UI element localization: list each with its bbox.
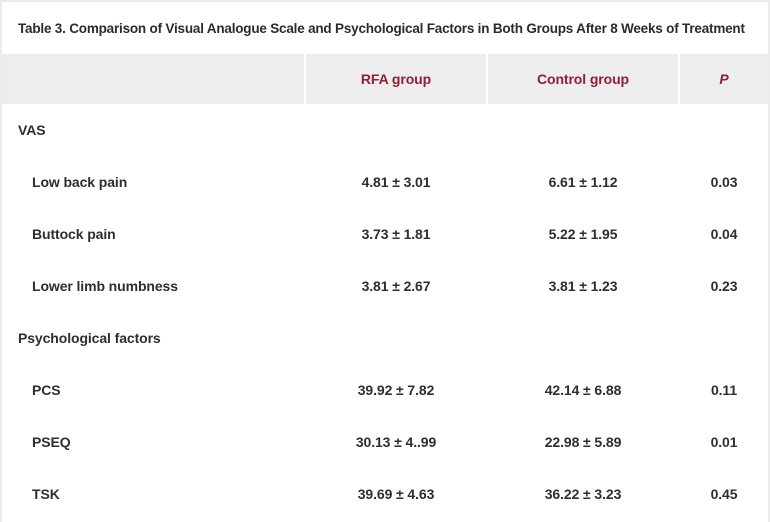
column-header-rfa-group: RFA group [306, 54, 486, 104]
table-row: PCS 39.92 ± 7.82 42.14 ± 6.88 0.11 [2, 364, 768, 416]
cell-control: 22.98 ± 5.89 [544, 434, 622, 450]
table-row: Low back pain 4.81 ± 3.01 6.61 ± 1.12 0.… [2, 156, 768, 208]
table-row: Psychological factors [2, 312, 768, 364]
cell-control: 6.61 ± 1.12 [548, 174, 618, 190]
cell-control [488, 104, 678, 156]
cell-rfa: 3.73 ± 1.81 [361, 226, 431, 242]
cell-rfa: 39.92 ± 7.82 [357, 382, 435, 398]
table-title: Table 3. Comparison of Visual Analogue S… [18, 20, 745, 36]
row-label: TSK [32, 486, 60, 502]
cell-control: 36.22 ± 3.23 [544, 486, 622, 502]
column-header-empty [2, 54, 304, 104]
cell-rfa: 30.13 ± 4..99 [355, 434, 437, 450]
row-label: Low back pain [32, 174, 128, 190]
row-label: VAS [18, 122, 46, 138]
cell-p: 0.01 [710, 434, 738, 450]
table-row: TSK 39.69 ± 4.63 36.22 ± 3.23 0.45 [2, 468, 768, 520]
table-row: PSEQ 30.13 ± 4..99 22.98 ± 5.89 0.01 [2, 416, 768, 468]
cell-p [680, 312, 768, 364]
row-label: PSEQ [32, 434, 71, 450]
cell-rfa [306, 104, 486, 156]
cell-control: 5.22 ± 1.95 [548, 226, 618, 242]
column-header-control-group: Control group [488, 54, 678, 104]
row-label: Buttock pain [32, 226, 116, 242]
cell-rfa: 39.69 ± 4.63 [357, 486, 435, 502]
cell-control [488, 312, 678, 364]
cell-rfa [306, 312, 486, 364]
cell-p: 0.04 [710, 226, 738, 242]
cell-p: 0.45 [710, 486, 738, 502]
cell-control: 3.81 ± 1.23 [548, 278, 618, 294]
column-header-p-value: P [680, 54, 768, 104]
cell-p: 0.03 [710, 174, 738, 190]
row-label: PCS [32, 382, 61, 398]
cell-p: 0.23 [710, 278, 738, 294]
row-label: Psychological factors [18, 330, 161, 346]
table-row: Lower limb numbness 3.81 ± 2.67 3.81 ± 1… [2, 260, 768, 312]
table-row: Buttock pain 3.73 ± 1.81 5.22 ± 1.95 0.0… [2, 208, 768, 260]
cell-rfa: 4.81 ± 3.01 [361, 174, 431, 190]
table-header-row: RFA group Control group P [2, 54, 768, 104]
table-row: VAS [2, 104, 768, 156]
table-title-bar: Table 3. Comparison of Visual Analogue S… [2, 2, 768, 54]
cell-p: 0.11 [710, 382, 738, 398]
cell-control: 42.14 ± 6.88 [544, 382, 622, 398]
cell-rfa: 3.81 ± 2.67 [361, 278, 431, 294]
row-label: Lower limb numbness [32, 278, 178, 294]
cell-p [680, 104, 768, 156]
